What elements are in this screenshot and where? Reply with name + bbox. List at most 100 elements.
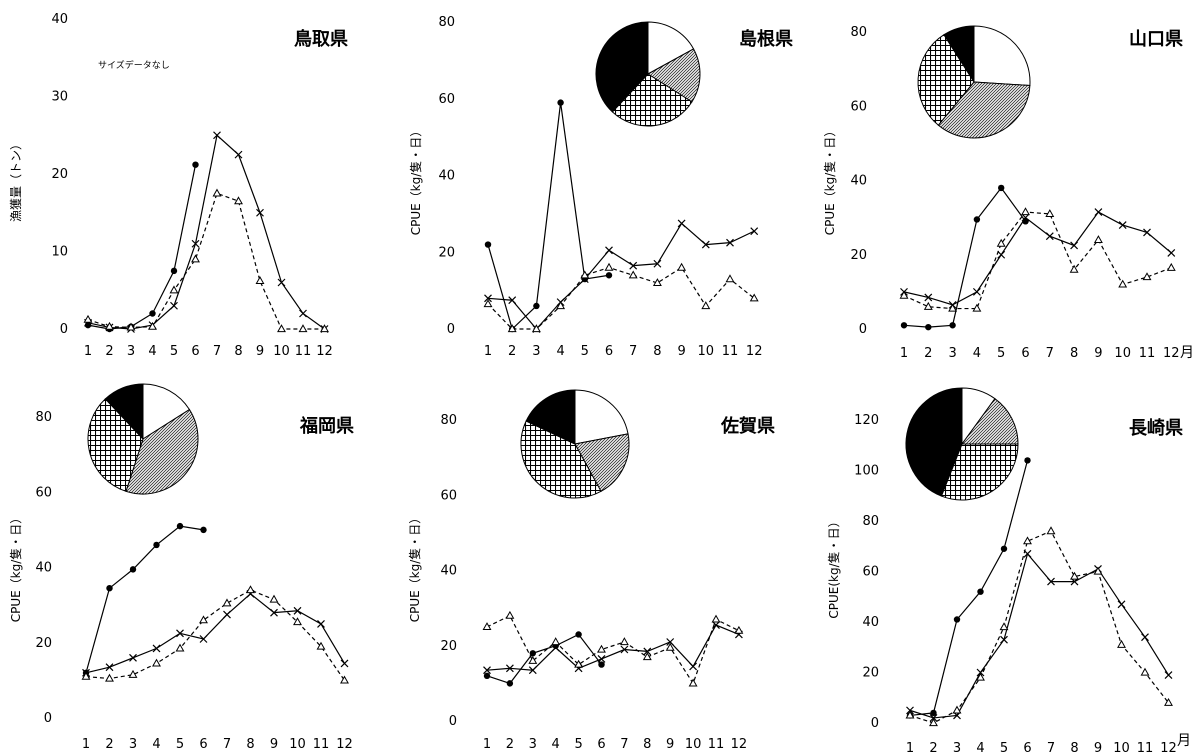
data-point-x <box>508 296 517 305</box>
data-point-triangle <box>574 659 584 668</box>
y-tick-label: 100 <box>854 464 879 479</box>
x-tick-label: 10 <box>685 737 702 752</box>
data-point-x <box>924 293 933 302</box>
y-axis-label: CPUE（kg/隻・日） <box>8 512 23 623</box>
x-tick-label: 11 <box>722 344 739 359</box>
series-solid-dot <box>900 184 1029 331</box>
data-point-triangle <box>199 615 208 624</box>
x-tick-label: 6 <box>605 344 613 359</box>
data-point-dot <box>973 216 981 223</box>
pie-slice-grid <box>940 443 1019 501</box>
data-point-x <box>484 294 492 303</box>
data-point-triangle <box>482 622 492 631</box>
x-tick-label: 3 <box>948 346 956 361</box>
data-point-dot <box>149 310 156 317</box>
y-tick-label: 80 <box>35 410 52 425</box>
data-point-triangle <box>234 196 243 205</box>
data-point-triangle <box>507 324 517 333</box>
data-point-x <box>929 714 938 722</box>
y-tick-label: 0 <box>859 322 867 337</box>
data-point-x <box>726 238 734 247</box>
data-point-x <box>213 131 221 140</box>
data-point-triangle <box>688 678 698 687</box>
data-point-x <box>105 663 114 672</box>
series-dashed-triangle <box>899 207 1176 312</box>
x-tick-label: 7 <box>223 737 231 752</box>
data-point-x <box>1143 228 1151 237</box>
data-point-x <box>605 246 613 255</box>
y-tick-label: 80 <box>862 514 879 529</box>
data-point-triangle <box>551 637 561 646</box>
pie-slice-grid <box>520 420 602 499</box>
pie-slice-grid <box>917 34 975 126</box>
pie-slice-black <box>104 383 144 441</box>
data-point-triangle <box>899 290 909 299</box>
data-point-triangle <box>597 644 606 653</box>
data-point-triangle <box>972 303 982 312</box>
data-point-x <box>1021 213 1030 222</box>
data-point-dot <box>575 631 582 638</box>
series-line <box>85 589 345 681</box>
data-point-triangle <box>316 641 326 650</box>
x-tick-label: 9 <box>1094 741 1102 755</box>
x-tick-label: 10 <box>1113 741 1130 755</box>
data-point-triangle <box>105 673 114 682</box>
data-point-dot <box>977 588 984 595</box>
y-tick-label: 20 <box>440 639 457 654</box>
panel-title: 鳥取県 <box>294 28 348 50</box>
data-point-dot <box>484 241 492 248</box>
x-tick-label: 8 <box>1070 741 1078 755</box>
data-point-triangle <box>528 655 538 664</box>
data-point-triangle <box>483 299 493 308</box>
y-axis-label: CPUE（kg/隻・日） <box>822 125 837 236</box>
x-tick-label: 10 <box>289 737 306 752</box>
data-point-x <box>1117 600 1126 609</box>
x-tick-label: 7 <box>1047 741 1055 755</box>
x-tick-label: 3 <box>129 737 137 752</box>
x-tick-label: 11 <box>1139 346 1156 361</box>
x-tick-label: 7 <box>629 344 637 359</box>
series-line <box>487 102 610 331</box>
x-tick-label: 8 <box>643 737 651 752</box>
pie-chart <box>87 383 199 495</box>
x-tick-label: 6 <box>597 737 605 752</box>
data-point-triangle <box>126 322 136 331</box>
y-tick-label: 20 <box>850 248 867 263</box>
data-point-dot <box>930 709 937 717</box>
pie-slice-grid <box>87 398 144 492</box>
data-point-triangle <box>505 610 515 619</box>
series-dashed-triangle <box>905 526 1173 727</box>
series-line <box>903 211 1172 310</box>
y-tick-label: 20 <box>438 245 455 260</box>
data-point-triangle <box>976 672 985 681</box>
x-tick-label: 3 <box>532 344 540 359</box>
data-point-dot <box>900 322 908 329</box>
series-dashed-triangle <box>482 610 744 687</box>
data-point-triangle <box>83 314 93 323</box>
data-point-x <box>317 620 325 628</box>
y-axis-label: CPUE(kg/隻・日） <box>826 515 841 618</box>
data-point-x <box>972 287 981 296</box>
y-tick-label: 60 <box>438 92 455 107</box>
data-point-dot <box>192 161 199 168</box>
pie-slice-dots <box>937 81 1031 139</box>
x-tick-label: 1 <box>484 344 492 359</box>
x-tick-label: 6 <box>1023 741 1031 755</box>
y-tick-label: 40 <box>850 174 867 189</box>
series-line <box>87 164 197 330</box>
x-tick-label: 2 <box>105 344 113 359</box>
series-line <box>486 624 740 671</box>
data-point-triangle <box>175 643 185 652</box>
data-point-triangle <box>628 270 638 279</box>
y-tick-label: 80 <box>438 15 455 30</box>
x-tick-label: 2 <box>506 737 514 752</box>
data-point-dot <box>529 650 536 657</box>
data-point-triangle <box>749 293 759 302</box>
data-point-triangle <box>948 303 958 312</box>
